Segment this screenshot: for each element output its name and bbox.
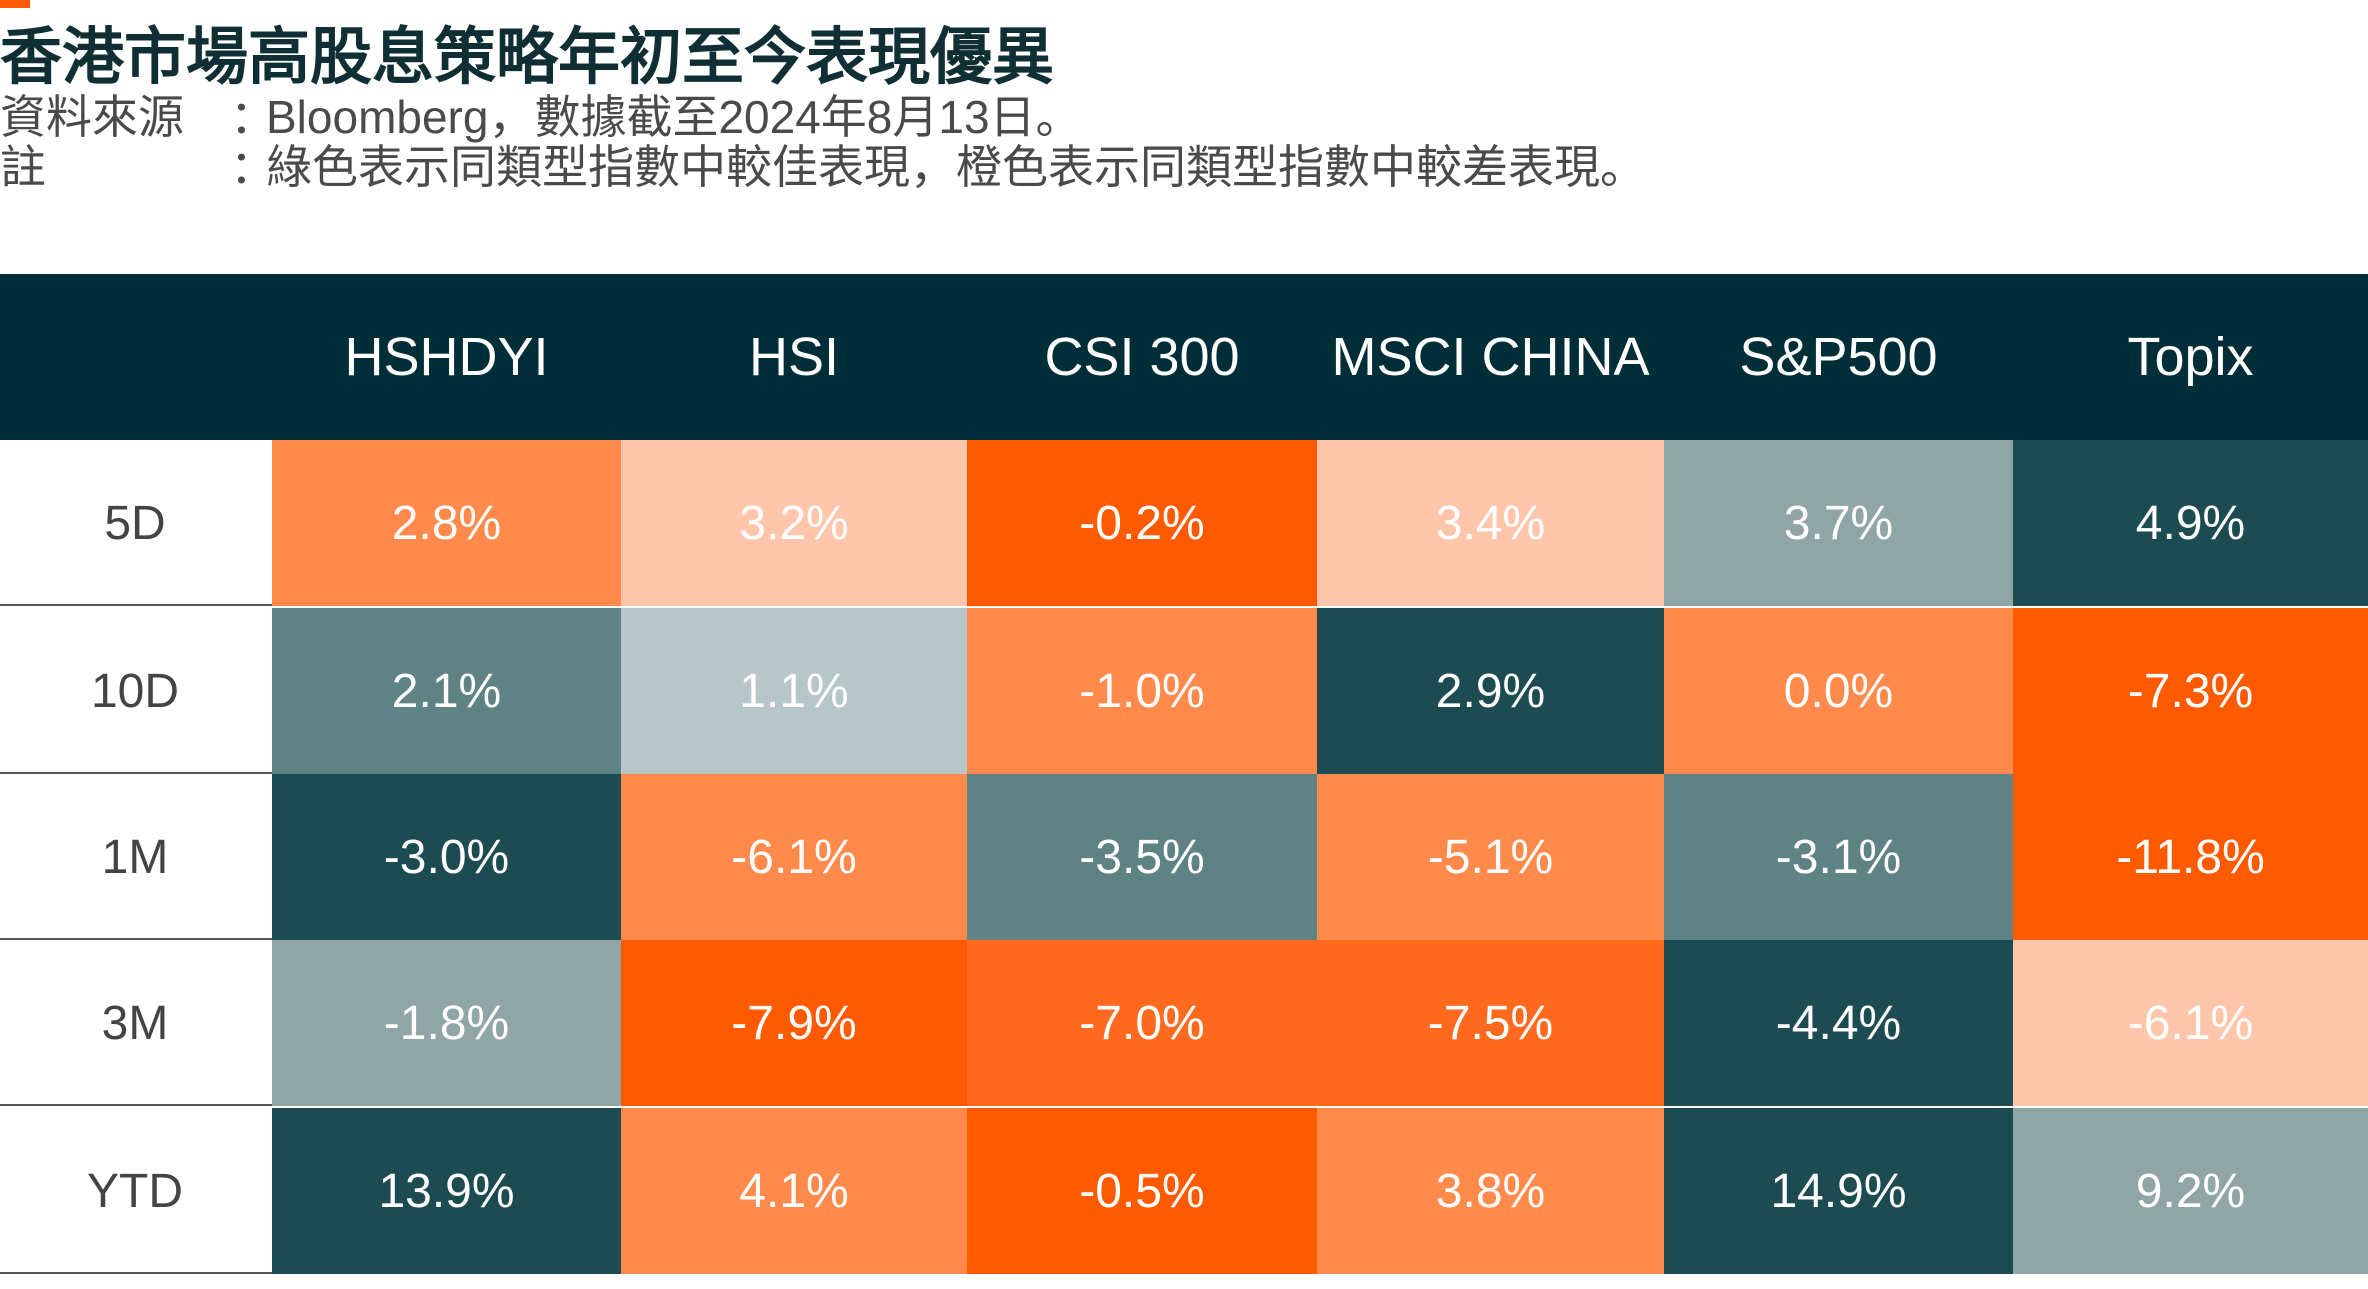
table-cell: -0.5% xyxy=(967,1108,1317,1274)
source-label: 資料來源 xyxy=(0,91,184,143)
row-divider xyxy=(0,604,272,606)
table-cell: -5.1% xyxy=(1317,774,1664,940)
table-cell: 14.9% xyxy=(1664,1108,2013,1274)
row-divider xyxy=(0,938,272,940)
row-divider xyxy=(0,1104,272,1106)
table-header: HSHDYI HSI CSI 300 MSCI CHINA S&P500 Topix xyxy=(0,274,2368,440)
column-header: HSI xyxy=(748,327,840,387)
column-header: S&P500 xyxy=(1739,327,1938,387)
table-cell: 4.1% xyxy=(621,1108,967,1274)
row-divider xyxy=(0,1272,272,1274)
row-label: 1M xyxy=(0,774,270,940)
table-cell: 3.8% xyxy=(1317,1108,1664,1274)
table-cell: -4.4% xyxy=(1664,940,2013,1106)
table-cell: 9.2% xyxy=(2013,1108,2368,1274)
table-cell: -6.1% xyxy=(2013,940,2368,1106)
table-cell: 1.1% xyxy=(621,608,967,774)
table-cell: 0.0% xyxy=(1664,608,2013,774)
table-cell: -11.8% xyxy=(2013,774,2368,940)
row-label: 3M xyxy=(0,940,270,1106)
table-cell: 3.2% xyxy=(621,440,967,606)
table-cell: -3.1% xyxy=(1664,774,2013,940)
table-cell: -7.5% xyxy=(1317,940,1664,1106)
source-separator: ： xyxy=(230,91,276,143)
table-cell: -1.0% xyxy=(967,608,1317,774)
note-line: 註 ：綠色表示同類型指數中較佳表現，橙色表示同類型指數中較差表現。 xyxy=(0,140,1646,194)
table-cell: 2.9% xyxy=(1317,608,1664,774)
table-cell: 3.4% xyxy=(1317,440,1664,606)
note-label: 註 xyxy=(0,141,46,193)
note-separator: ： xyxy=(230,141,276,193)
chart-title: 香港市場高股息策略年初至今表現優異 xyxy=(0,23,1055,92)
row-divider xyxy=(0,772,272,774)
table-cell: -3.0% xyxy=(272,774,621,940)
column-header: HSHDYI xyxy=(344,327,549,387)
table-cell: -7.9% xyxy=(621,940,967,1106)
table-cell: -7.0% xyxy=(967,940,1317,1106)
table-cell: 2.1% xyxy=(272,608,621,774)
table-cell: 3.7% xyxy=(1664,440,2013,606)
table-cell: 2.8% xyxy=(272,440,621,606)
table-cell: -6.1% xyxy=(621,774,967,940)
table-cell: 13.9% xyxy=(272,1108,621,1274)
row-label: YTD xyxy=(0,1108,270,1274)
table-cell: -7.3% xyxy=(2013,608,2368,774)
accent-bar xyxy=(0,0,30,8)
source-text: Bloomberg，數據截至2024年8月13日。 xyxy=(266,91,1082,143)
column-header: CSI 300 xyxy=(1044,327,1240,387)
row-label: 10D xyxy=(0,608,270,774)
table-cell: -1.8% xyxy=(272,940,621,1106)
source-line: 資料來源 ：Bloomberg，數據截至2024年8月13日。 xyxy=(0,90,1082,144)
column-header: Topix xyxy=(2127,327,2254,387)
note-text: 綠色表示同類型指數中較佳表現，橙色表示同類型指數中較差表現。 xyxy=(266,141,1646,193)
table-cell: -3.5% xyxy=(967,774,1317,940)
table-cell: -0.2% xyxy=(967,440,1317,606)
table-cell: 4.9% xyxy=(2013,440,2368,606)
row-label: 5D xyxy=(0,440,270,606)
column-header: MSCI CHINA xyxy=(1331,327,1650,387)
